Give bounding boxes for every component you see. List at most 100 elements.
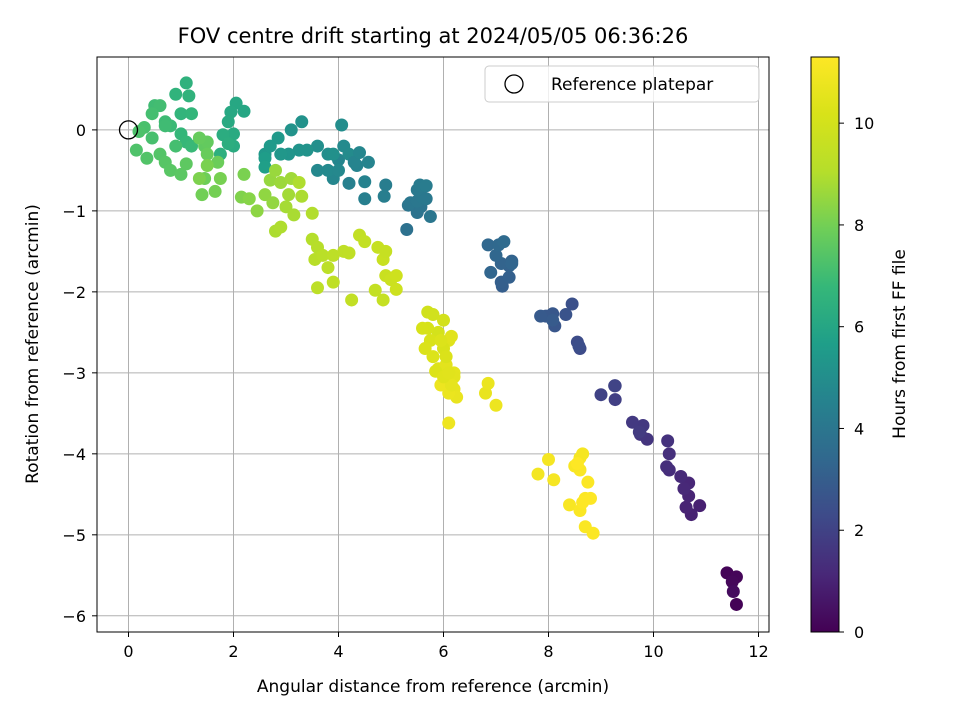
legend-label: Reference platepar (551, 75, 713, 95)
data-point (311, 163, 324, 177)
data-point (335, 118, 349, 132)
data-point (282, 188, 296, 202)
y-tick-label: −4 (62, 445, 86, 464)
data-point (546, 313, 560, 327)
data-point (326, 248, 340, 262)
y-axis: 0 −1 −2 −3 −4 −5 −6 (62, 121, 97, 626)
data-point (725, 575, 739, 589)
data-point (608, 379, 622, 393)
colorbar-gradient (810, 56, 840, 633)
data-point (565, 297, 579, 311)
data-point (679, 500, 693, 514)
data-point (439, 350, 453, 364)
data-point (379, 178, 393, 192)
data-point (481, 238, 495, 252)
data-point (274, 147, 288, 161)
y-tick-label: −2 (62, 283, 86, 302)
data-point (311, 281, 324, 295)
data-point (279, 200, 293, 214)
data-point (626, 415, 639, 429)
data-point (632, 425, 646, 439)
data-point (250, 204, 264, 218)
data-point (426, 308, 440, 322)
data-point (559, 308, 573, 322)
data-points (118, 76, 743, 611)
legend: Reference platepar (484, 65, 760, 103)
data-point (221, 137, 235, 151)
data-point (542, 453, 555, 466)
data-point (140, 151, 154, 165)
data-point (400, 223, 414, 236)
data-point (434, 333, 448, 347)
data-point (158, 119, 172, 133)
y-tick-label: −3 (62, 364, 86, 383)
data-point (321, 163, 335, 177)
data-point (153, 99, 167, 113)
data-point (237, 167, 251, 181)
data-point (419, 192, 433, 206)
data-point (169, 87, 183, 101)
data-point (129, 143, 143, 157)
data-point (505, 257, 519, 271)
data-point (145, 107, 159, 121)
data-point (242, 192, 256, 206)
data-point (377, 189, 391, 203)
data-point (258, 151, 272, 165)
data-point (164, 163, 177, 177)
data-point (274, 220, 288, 234)
plot-frame (96, 56, 770, 633)
data-point (237, 104, 251, 118)
data-point (497, 235, 511, 249)
y-tick-label: −5 (62, 526, 86, 545)
data-point (358, 235, 372, 249)
colorbar-tick-label: 2 (854, 521, 864, 540)
x-tick-label: 0 (123, 642, 133, 661)
data-point (418, 342, 432, 356)
data-point (211, 155, 225, 169)
data-point (266, 196, 280, 210)
data-point (572, 339, 586, 353)
data-point (661, 434, 675, 448)
data-point (662, 447, 676, 461)
data-point (227, 127, 240, 141)
data-point (594, 388, 608, 402)
data-point (347, 155, 361, 169)
data-point (677, 482, 691, 496)
data-point (263, 173, 277, 187)
data-point (444, 329, 458, 343)
data-point (726, 585, 740, 599)
data-point (274, 176, 288, 190)
data-point (423, 210, 437, 224)
data-point (332, 163, 345, 177)
data-point (481, 376, 495, 390)
data-point (292, 176, 306, 190)
colorbar-tick-label: 10 (854, 114, 874, 133)
legend-reference-marker (504, 74, 524, 94)
data-point (389, 269, 403, 283)
x-tick-label: 4 (333, 642, 343, 661)
data-point (221, 115, 235, 129)
data-point (305, 206, 319, 220)
data-point (608, 393, 622, 407)
data-point (426, 350, 440, 364)
data-point (361, 155, 375, 169)
data-point (379, 244, 393, 258)
colorbar-tick-label: 0 (854, 623, 864, 642)
data-point (342, 176, 356, 190)
data-point (531, 467, 545, 481)
data-point (489, 398, 503, 412)
data-point (271, 131, 285, 145)
data-point (311, 139, 324, 153)
data-point (145, 131, 159, 145)
data-point (195, 188, 209, 202)
data-point (376, 293, 390, 307)
data-point (300, 143, 314, 157)
data-point (693, 499, 707, 513)
y-axis-title: Rotation from reference (arcmin) (23, 204, 43, 484)
data-point (185, 107, 198, 121)
data-point (342, 246, 356, 260)
colorbar-ticks: 0 2 4 6 8 10 (839, 114, 874, 642)
data-point (489, 248, 503, 262)
data-point (563, 498, 576, 512)
